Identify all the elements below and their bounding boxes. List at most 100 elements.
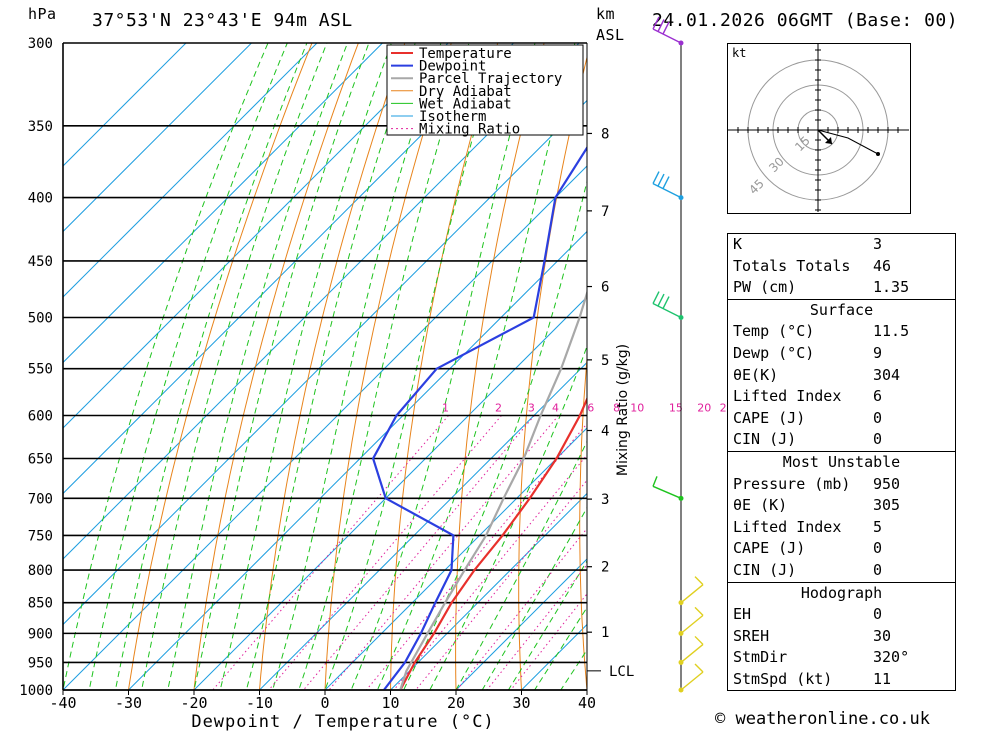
wet-adiabat-line bbox=[167, 43, 349, 690]
most-unstable-row: θE (K) 305 bbox=[728, 495, 955, 517]
km-tick-label: 1 bbox=[601, 625, 609, 641]
km-tick-label: 8 bbox=[601, 126, 609, 142]
most-unstable-section: Pressure (mb) 950 θE (K) 305 Lifted Index 5 CA… bbox=[728, 474, 955, 582]
isotherm-line bbox=[63, 43, 318, 298]
axes: 1234681015202530035040045050055060065070… bbox=[19, 36, 727, 732]
hodograph-end-dot bbox=[876, 152, 880, 156]
wind-barb-staff bbox=[680, 584, 704, 604]
wet-adiabat-line bbox=[298, 43, 470, 690]
dry-adiabat-line bbox=[639, 6, 691, 716]
dry-adiabat-line bbox=[389, 43, 499, 690]
surface-key: CIN (J) bbox=[733, 430, 797, 449]
storm-motion-arrowhead bbox=[825, 137, 832, 144]
mixing-ratio-label: 6 bbox=[587, 401, 594, 414]
wet-adiabat-line bbox=[324, 43, 501, 690]
most-unstable-value: 950 bbox=[873, 474, 901, 493]
x-tick-label: -20 bbox=[180, 694, 207, 712]
dry-adiabat-line bbox=[579, 353, 587, 690]
surface-key: Dewp (°C) bbox=[733, 343, 815, 362]
isotherm-line bbox=[390, 492, 587, 690]
wind-barb-flag bbox=[652, 291, 660, 304]
wind-barb-flag bbox=[662, 21, 670, 35]
legend-label: Isotherm bbox=[419, 109, 486, 125]
isotherm-line bbox=[63, 43, 449, 429]
wind-barb bbox=[652, 171, 682, 199]
isotherm-line bbox=[586, 689, 587, 690]
hodograph-ring-label: 30 bbox=[766, 154, 787, 175]
most-unstable-section-title: Most Unstable bbox=[728, 450, 955, 474]
dry-adiabat-line bbox=[696, 6, 727, 716]
dewpoint-line bbox=[371, 145, 587, 690]
isotherm-line bbox=[63, 165, 587, 690]
x-tick-label: 40 bbox=[578, 694, 596, 712]
surface-row: θE(K) 304 bbox=[728, 365, 955, 387]
isotherm-line bbox=[193, 296, 587, 690]
copyright-footer[interactable]: © weatheronline.co.uk bbox=[715, 709, 930, 729]
most-unstable-key: CIN (J) bbox=[733, 560, 797, 579]
surface-row: Temp (°C) 11.5 bbox=[728, 321, 955, 343]
x-tick-label: -10 bbox=[246, 694, 273, 712]
dry-adiabat-line bbox=[455, 43, 545, 690]
wind-barb-flag bbox=[694, 663, 704, 673]
hodograph-section-title: Hodograph bbox=[728, 581, 955, 605]
hodograph-stat-key: StmSpd (kt) bbox=[733, 669, 833, 688]
x-tick-label: 0 bbox=[320, 694, 329, 712]
wind-barb-flag bbox=[657, 173, 665, 187]
wet-adiabat-line bbox=[507, 560, 587, 690]
asl-unit-label: ASL bbox=[596, 26, 625, 44]
mixing-ratio-line bbox=[393, 454, 587, 690]
wet-adiabat-line bbox=[272, 43, 442, 690]
wind-barb bbox=[652, 16, 682, 44]
hodograph-stat-row: EH 0 bbox=[728, 604, 955, 626]
dry-adiabat-line bbox=[324, 43, 452, 690]
wind-barb bbox=[680, 606, 704, 634]
temperature-line bbox=[399, 396, 587, 690]
wind-barb-flag bbox=[652, 16, 660, 30]
most-unstable-row: Lifted Index 5 bbox=[728, 517, 955, 539]
wind-barb-staff bbox=[680, 614, 704, 634]
wet-adiabat-line bbox=[193, 43, 370, 690]
wet-adiabat-line bbox=[403, 179, 587, 690]
wet-adiabat-line bbox=[219, 43, 392, 690]
wind-barb bbox=[652, 291, 682, 319]
wind-barb-staff bbox=[652, 485, 682, 499]
wind-barb bbox=[652, 476, 682, 499]
hodograph-ring-label: 45 bbox=[746, 176, 767, 197]
surface-value: 11.5 bbox=[873, 322, 910, 341]
surface-key: θE(K) bbox=[733, 365, 779, 384]
most-unstable-row: CAPE (J) 0 bbox=[728, 538, 955, 560]
surface-key: CAPE (J) bbox=[733, 408, 806, 427]
index-value: 1.35 bbox=[873, 278, 910, 297]
most-unstable-value: 5 bbox=[873, 517, 883, 536]
mixing-ratio-label: 2 bbox=[495, 401, 502, 414]
wind-barb bbox=[680, 635, 704, 663]
wind-barb-flag bbox=[694, 576, 704, 586]
hodograph-panel: 15 30 45 kt bbox=[727, 43, 911, 214]
wind-barb bbox=[680, 576, 704, 604]
most-unstable-row: Pressure (mb) 950 bbox=[728, 474, 955, 496]
wind-barb-flag bbox=[652, 476, 658, 487]
most-unstable-row: CIN (J) 0 bbox=[728, 560, 955, 582]
wind-barb-staff bbox=[652, 302, 682, 319]
mixing-ratio-label: 3 bbox=[528, 401, 535, 414]
surface-value: 0 bbox=[873, 408, 883, 427]
most-unstable-key: Pressure (mb) bbox=[733, 474, 851, 493]
legend-label: Wet Adiabat bbox=[419, 96, 512, 112]
dry-adiabat-line bbox=[127, 43, 313, 690]
isotherm-line bbox=[63, 43, 253, 233]
surface-section: Temp (°C) 11.5 Dewp (°C) 9 θE(K) 304 Lifted In… bbox=[728, 321, 955, 451]
mixing-ratio-label: 1 bbox=[442, 401, 449, 414]
index-key: Totals Totals bbox=[733, 256, 851, 275]
hodograph-stat-row: StmDir 320° bbox=[728, 647, 955, 669]
wet-adiabat-line bbox=[88, 43, 288, 690]
hodograph-stat-key: EH bbox=[733, 605, 752, 624]
x-tick-label: 10 bbox=[381, 694, 399, 712]
legend-label: Dry Adiabat bbox=[419, 84, 512, 100]
surface-section-title: Surface bbox=[728, 298, 955, 322]
wind-barb bbox=[680, 663, 704, 691]
x-axis-title: Dewpoint / Temperature (°C) bbox=[191, 712, 494, 732]
pressure-tick-label: 600 bbox=[28, 408, 53, 424]
most-unstable-key: θE (K) bbox=[733, 496, 788, 515]
